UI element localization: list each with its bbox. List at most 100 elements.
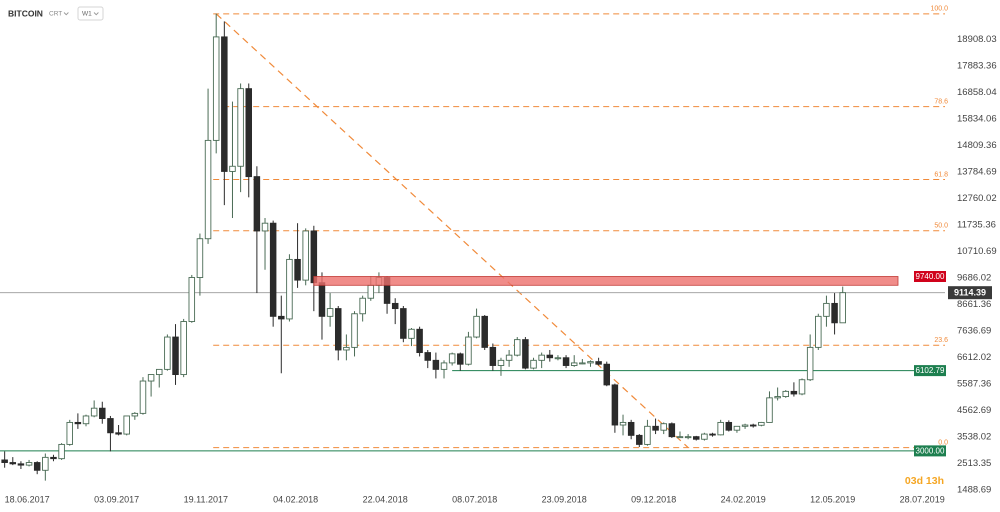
candle-body: [424, 352, 431, 361]
zone-label-box: [914, 270, 946, 282]
dropdown-icon[interactable]: [93, 12, 99, 16]
x-tick-label: 22.04.2018: [363, 494, 408, 504]
candle-body: [188, 277, 196, 322]
timeframe[interactable]: W1: [82, 11, 92, 18]
candle-body: [17, 463, 25, 466]
candle-body: [416, 328, 423, 354]
candle-body: [432, 359, 440, 370]
y-tick-label: 1488.69: [957, 485, 991, 496]
x-tick-label: 12.05.2019: [810, 494, 855, 504]
candle-body: [611, 384, 619, 426]
candle-body: [237, 88, 244, 167]
candle-body: [367, 284, 375, 299]
candle-body: [522, 339, 529, 369]
candle-body: [253, 176, 261, 232]
candle-body: [58, 443, 65, 460]
y-tick-label: 6612.02: [957, 352, 991, 363]
candle-body: [839, 292, 846, 324]
x-tick-label: 23.09.2018: [542, 494, 587, 504]
candle-body: [554, 357, 562, 360]
candle-body: [50, 456, 57, 460]
candle-body: [359, 297, 366, 315]
candle-body: [107, 418, 114, 434]
candle-body: [823, 302, 830, 317]
y-tick-label: 10710.69: [957, 246, 997, 257]
candle-body: [74, 421, 82, 425]
candle-body: [603, 363, 611, 386]
y-tick-label: 4562.69: [957, 405, 991, 416]
candle-body: [278, 315, 285, 320]
candle-body: [774, 396, 781, 399]
candle-body: [334, 308, 342, 351]
candle-body: [286, 258, 293, 320]
candle-body: [147, 374, 155, 382]
candle-body: [42, 456, 49, 471]
candle-body: [212, 36, 220, 141]
candle-body: [25, 462, 33, 466]
candle-body: [530, 359, 537, 369]
candle-body: [579, 362, 586, 365]
candle-body: [489, 346, 497, 366]
instrument-type[interactable]: CRT: [49, 11, 62, 18]
candle-body: [90, 407, 98, 417]
resistance-zone: [313, 276, 899, 286]
candle-body: [123, 415, 130, 435]
candle-body: [725, 421, 733, 431]
candle-body: [448, 353, 456, 364]
candle-body: [790, 390, 798, 395]
candle-body: [115, 432, 122, 435]
support-label-box: [914, 365, 946, 377]
support-label: 6102.79: [916, 366, 945, 375]
candle-body: [473, 315, 480, 338]
candle-body: [351, 313, 358, 348]
candle-body: [139, 380, 147, 414]
current-price-box: [948, 286, 992, 300]
y-tick-label: 18908.03: [957, 34, 997, 45]
y-tick-label: 9686.02: [957, 272, 991, 283]
candle-body: [676, 436, 684, 439]
candle-body: [164, 336, 171, 370]
y-tick-label: 3538.02: [957, 431, 991, 442]
candle-body: [400, 308, 407, 339]
x-tick-label: 04.02.2018: [273, 494, 318, 504]
candle-body: [514, 339, 521, 356]
dropdown-icon[interactable]: [63, 12, 69, 16]
candle-body: [9, 462, 17, 465]
candle-body: [505, 354, 513, 361]
candle-body: [245, 88, 252, 178]
candle-body: [570, 362, 578, 366]
zone-label: 9740.00: [916, 272, 945, 281]
fib-level-label: 50.0: [934, 223, 948, 230]
candle-body: [408, 328, 415, 339]
y-tick-label: 12760.02: [957, 193, 997, 204]
x-tick-label: 18.06.2017: [5, 494, 50, 504]
fib-level-label: 100.0: [930, 6, 948, 13]
candle-body: [82, 415, 90, 425]
candle-body: [636, 434, 643, 445]
x-tick-label: 03.09.2017: [94, 494, 139, 504]
y-tick-label: 15834.06: [957, 113, 997, 124]
candle-body: [546, 354, 554, 359]
candle-body: [758, 421, 765, 426]
candle-body: [196, 238, 204, 278]
candle-body: [831, 302, 838, 324]
candle-body: [749, 424, 757, 427]
candle-body: [701, 433, 708, 440]
candle-body: [1, 459, 8, 463]
candle-body: [806, 346, 814, 381]
candle-body: [815, 315, 822, 348]
candle-body: [310, 230, 318, 284]
candle-body: [766, 397, 773, 423]
candle-body: [318, 282, 326, 317]
candle-body: [326, 308, 334, 317]
instrument-title: BITCOIN: [8, 8, 43, 18]
y-tick-label: 17883.36: [957, 60, 997, 71]
fib-level-label: 0.0: [938, 439, 948, 446]
timeframe-selector[interactable]: [77, 6, 104, 21]
y-tick-label: 16858.04: [957, 87, 997, 98]
candle-body: [229, 165, 236, 172]
x-tick-label: 08.07.2018: [452, 494, 497, 504]
candle-body: [627, 421, 635, 436]
